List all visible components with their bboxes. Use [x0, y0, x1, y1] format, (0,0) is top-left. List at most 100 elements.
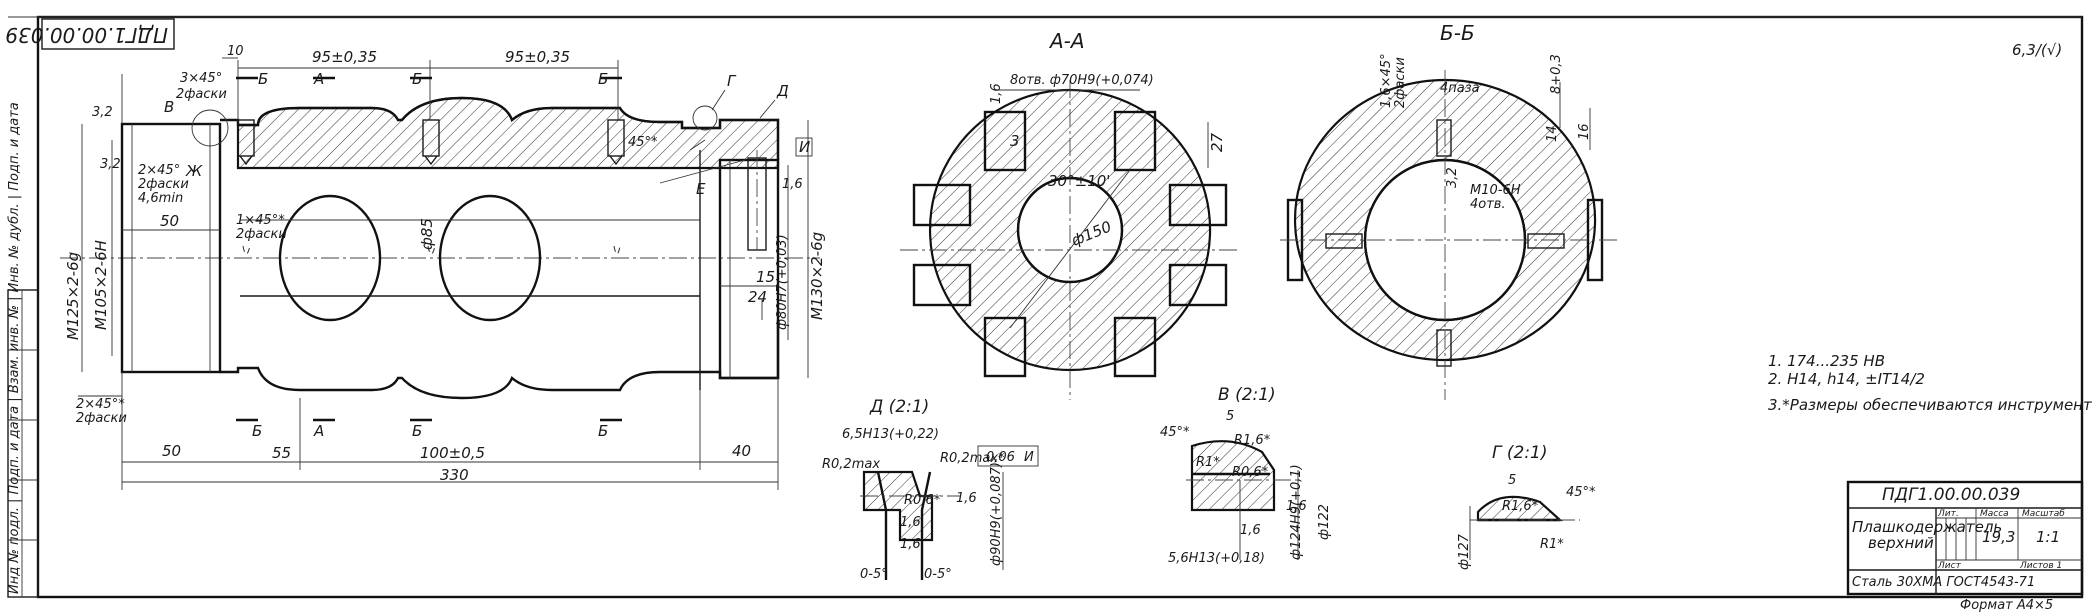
detail-g-r16: R1,6*	[1502, 499, 1539, 514]
title-sheet: Лист	[1937, 561, 1962, 571]
detail-d-r16b: 1,6	[900, 515, 921, 530]
title-name-2: верхний	[1868, 534, 1934, 552]
section-aa-r16: 1,6	[989, 83, 1004, 104]
dim-24: 24	[748, 288, 767, 306]
detail-ref-d: Д	[776, 82, 789, 100]
section-aa-title: А-А	[1048, 29, 1085, 53]
detail-v-r06: R0,6*	[1232, 465, 1269, 480]
detail-d-tol: 0,06	[986, 450, 1015, 465]
detail-ref-g: Г	[727, 72, 737, 90]
detail-g-r1: R1*	[1540, 537, 1564, 552]
section-bb-chamfer: 1,6×45°	[1379, 53, 1394, 108]
dim-330: 330	[440, 466, 469, 484]
dim-chamfer-2x45: 2×45°	[138, 163, 180, 178]
doc-code-stamp: ПДГ1.00.00.039	[5, 18, 175, 50]
detail-v-a45: 45°*	[1160, 425, 1190, 440]
detail-v-dia2: ф124H9(+0,1)	[1289, 464, 1304, 560]
dim-chamfer-left: 2×45°*	[76, 397, 125, 412]
section-aa-dia: ф150	[1069, 217, 1114, 249]
title-col-lit: Лит.	[1937, 509, 1959, 519]
detail-v: В (2:1) 5 45°* R1,6* R1* R0,6* 1,6 1,6 ф…	[1160, 385, 1332, 566]
title-block: ПДГ1.00.00.039 Плашкодержатель верхний С…	[1846, 480, 2084, 596]
dim-50: 50	[162, 442, 181, 460]
title-mass: 19,3	[1982, 528, 2015, 546]
detail-d: Д (2:1) 6,5H13(+0,22) R0,2max R0,2max* 0…	[822, 397, 1039, 582]
dim-chamfer-1x45-sub: 2фаски	[236, 227, 287, 242]
note-3: 3.*Размеры обеспечиваются инструментом.	[1768, 396, 2092, 414]
technical-notes: 1. 174...235 HB 2. H14, h14, ±IT14/2 3.*…	[1768, 352, 2092, 414]
detail-v-title: В (2:1)	[1218, 385, 1276, 405]
detail-v-r16b: 1,6	[1286, 499, 1307, 514]
detail-d-ang-l: 0-5°	[860, 567, 888, 582]
title-scale: 1:1	[2036, 528, 2060, 546]
dim-chamfer-1x45: 1×45°*	[236, 213, 285, 228]
section-bb-grooves: 4паза	[1440, 81, 1480, 96]
dim-32-b: 3,2	[100, 157, 121, 172]
title-code: ПДГ1.00.00.039	[1882, 485, 2020, 505]
detail-g-a45: 45°*	[1566, 485, 1596, 500]
dim-thread-m105: M105×2-6H	[92, 240, 110, 330]
section-bb-chamfer-sub: 2фаски	[1393, 57, 1408, 108]
detail-d-tol-ref: И	[1024, 450, 1034, 465]
main-view-dims	[78, 57, 809, 490]
detail-d-dia: ф90H9(+0,087)	[989, 462, 1004, 566]
detail-d-title: Д (2:1)	[869, 397, 929, 417]
detail-g-d5: 5	[1508, 473, 1516, 488]
cut-label-b1: Б	[258, 70, 268, 88]
title-col-mass: Масса	[1980, 509, 2009, 519]
section-aa: А-А 8отв. ф70H9(+0,074) 1,6 3 30°±10' 27…	[900, 29, 1240, 400]
dim-thread-m125: M125×2-6g	[64, 252, 82, 340]
general-roughness: 6,3/(√)	[2012, 41, 2062, 59]
dim-chamfer-left-sub: 2фаски	[76, 411, 127, 426]
dim-15: 15	[756, 268, 775, 286]
main-view	[60, 96, 820, 400]
section-aa-27: 27	[1208, 132, 1226, 152]
dim-chamfer-3x45: 3×45°	[180, 71, 222, 86]
dim-16: 1,6	[782, 177, 803, 192]
detail-d-width: 6,5H13(+0,22)	[842, 427, 939, 442]
doc-code-stamp-text: ПДГ1.00.00.039	[5, 23, 168, 47]
section-aa-angle: 30°±10'	[1048, 172, 1110, 190]
section-bb-thread-sub: 4отв.	[1470, 197, 1506, 212]
cut-label-b3: Б	[598, 70, 608, 88]
tapped-holes	[237, 119, 625, 166]
title-col-scale: Масштаб	[2022, 509, 2065, 519]
detail-d-r16: 1,6	[956, 491, 977, 506]
dim-50-top: 50	[160, 212, 179, 230]
dim-chamfer-2x45-sub: 2фаски	[138, 177, 189, 192]
dim-dia-85: ф85	[418, 218, 436, 250]
detail-ref-e: Е	[696, 180, 706, 198]
cut-label-b4: Б	[252, 422, 262, 440]
detail-v-dia: ф122	[1317, 504, 1332, 540]
cut-label-a2: А	[313, 422, 324, 440]
detail-g-title: Г (2:1)	[1492, 443, 1548, 463]
datum-i: И	[799, 138, 810, 156]
detail-d-ang-r: 0-5°	[924, 567, 952, 582]
detail-d-r16c: 1,6	[900, 537, 921, 552]
dim-thread-m130: M130×2-6g	[808, 232, 826, 320]
section-bb-thread: M10-6H	[1470, 183, 1521, 198]
dim-55: 55	[272, 444, 291, 462]
dim-100: 100±0,5	[420, 444, 485, 462]
detail-d-r06: R0,6*	[904, 493, 941, 508]
dim-95-b: 95±0,35	[505, 48, 570, 66]
detail-ref-zh: Ж	[185, 162, 203, 180]
cut-label-b6: Б	[598, 422, 608, 440]
title-name-1: Плашкодержатель	[1852, 518, 2002, 536]
cut-label-b2: Б	[412, 70, 422, 88]
detail-v-width: 5,6H13(+0,18)	[1168, 551, 1265, 566]
detail-d-r02max2: R0,2max*	[940, 451, 1005, 466]
note-1: 1. 174...235 HB	[1768, 352, 1885, 370]
detail-v-d5: 5	[1226, 409, 1234, 424]
section-bb-8: 8+0,3	[1549, 54, 1564, 94]
section-bb: Б-Б 1,6×45° 2фаски 4паза 8+0,3 14 16 3,2…	[1280, 21, 1620, 400]
section-bb-14: 14	[1545, 125, 1560, 142]
detail-g-dia: ф127	[1457, 533, 1472, 570]
dim-95-a: 95±0,35	[312, 48, 377, 66]
sheet-format: Формат А4×5	[1960, 598, 2053, 613]
dim-angle-45: 45°*	[628, 135, 658, 150]
cut-label-a1: А	[313, 70, 324, 88]
section-aa-callout: 3	[1010, 132, 1020, 150]
dim-chamfer-3x45-sub: 2фаски	[176, 87, 227, 102]
